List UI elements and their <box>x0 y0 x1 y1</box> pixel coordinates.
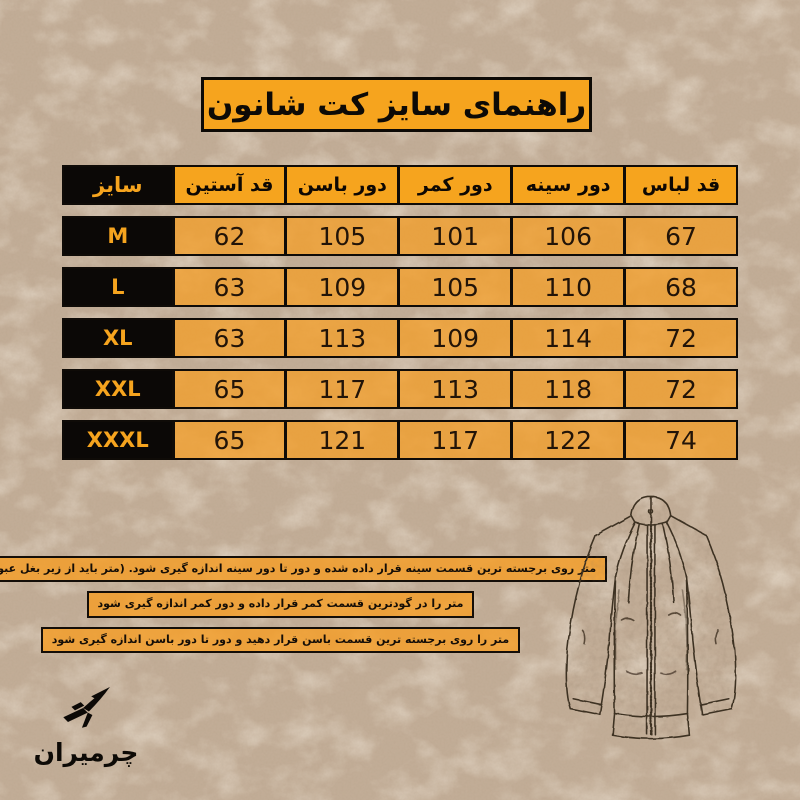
garment-length-value: 72 <box>623 371 736 407</box>
column-header-hip: دور باسن <box>284 167 398 203</box>
sleeve-length-value: 65 <box>171 371 285 407</box>
measurement-notes: متر روی برجسته ترین قسمت سینه قرار داده … <box>0 556 608 654</box>
hip-value: 105 <box>284 218 398 254</box>
chest-value: 106 <box>510 218 624 254</box>
jacket-sketch-illustration <box>565 496 737 740</box>
garment-length-value: 74 <box>623 422 736 458</box>
column-header-sleeve-length: قد آستین <box>171 167 285 203</box>
brand-logo: چرمیران <box>28 680 144 767</box>
size-label: L <box>64 269 172 305</box>
garment-length-value: 72 <box>623 320 736 356</box>
hip-value: 109 <box>284 269 398 305</box>
size-label: M <box>64 218 172 254</box>
column-header-chest: دور سینه <box>510 167 624 203</box>
chest-value: 110 <box>510 269 624 305</box>
garment-length-value: 68 <box>623 269 736 305</box>
column-header-waist: دور کمر <box>397 167 511 203</box>
table-row-xxxl: XXXL 65 121 117 122 74 <box>62 420 738 460</box>
chest-value: 114 <box>510 320 624 356</box>
sleeve-length-value: 65 <box>171 422 285 458</box>
waist-value: 113 <box>397 371 511 407</box>
size-label: XXL <box>64 371 172 407</box>
waist-value: 109 <box>397 320 511 356</box>
size-table: سایز قد آستین دور باسن دور کمر دور سینه … <box>62 165 738 471</box>
table-row-m: M 62 105 101 106 67 <box>62 216 738 256</box>
waist-value: 105 <box>397 269 511 305</box>
brand-name: چرمیران <box>33 738 140 767</box>
size-table-header-row: سایز قد آستین دور باسن دور کمر دور سینه … <box>62 165 738 205</box>
hip-value: 117 <box>284 371 398 407</box>
waist-value: 117 <box>397 422 511 458</box>
hip-measure-note: متر را روی برجسته ترین قسمت باسن قرار ده… <box>40 626 521 654</box>
waist-value: 101 <box>397 218 511 254</box>
waist-measure-note: متر را در گودترین قسمت کمر قرار داده و د… <box>86 591 475 618</box>
sleeve-length-value: 62 <box>171 218 285 254</box>
sleeve-length-value: 63 <box>171 320 285 356</box>
chest-value: 122 <box>510 422 624 458</box>
page-title: راهنمای سایز کت شانون <box>201 77 592 132</box>
size-label: XXXL <box>64 422 172 458</box>
column-header-size: سایز <box>64 167 172 203</box>
table-row-l: L 63 109 105 110 68 <box>62 267 738 307</box>
chest-value: 118 <box>510 371 624 407</box>
garment-length-value: 67 <box>623 218 736 254</box>
sleeve-length-value: 63 <box>171 269 285 305</box>
table-row-xl: XL 63 113 109 114 72 <box>62 318 738 358</box>
runner-logo-icon <box>63 687 110 728</box>
hip-value: 121 <box>284 422 398 458</box>
chest-measure-note: متر روی برجسته ترین قسمت سینه قرار داده … <box>0 556 608 583</box>
size-label: XL <box>64 320 172 356</box>
column-header-garment-length: قد لباس <box>623 167 736 203</box>
hip-value: 113 <box>284 320 398 356</box>
table-row-xxl: XXL 65 117 113 118 72 <box>62 369 738 409</box>
